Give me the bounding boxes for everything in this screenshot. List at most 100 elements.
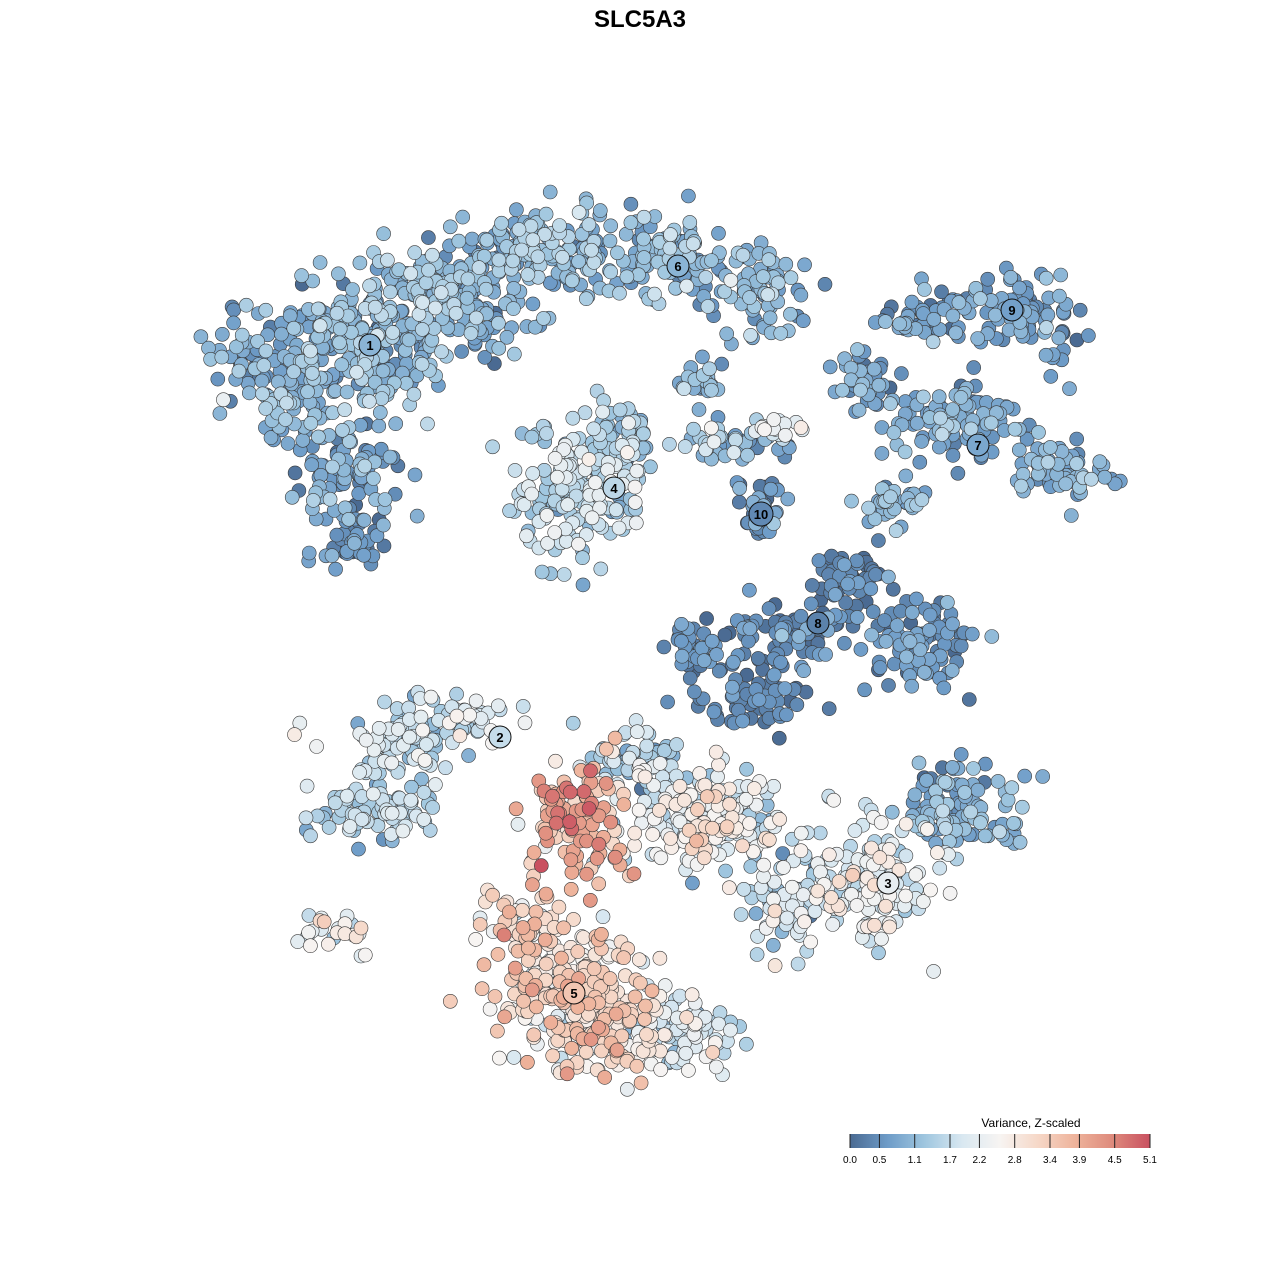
data-point [883, 489, 898, 505]
data-point [871, 377, 887, 393]
data-point [823, 890, 839, 905]
data-point [1069, 431, 1084, 447]
data-point [636, 209, 652, 225]
data-point [482, 1001, 498, 1017]
data-point [479, 232, 495, 248]
data-point [731, 494, 747, 510]
data-point [783, 270, 799, 286]
data-point [407, 245, 423, 260]
data-point [662, 240, 678, 256]
data-point [774, 628, 790, 643]
data-point [702, 361, 717, 377]
data-point [485, 887, 500, 903]
data-point [627, 825, 643, 841]
data-point [494, 215, 509, 231]
data-point [1006, 815, 1021, 831]
data-point [339, 788, 355, 804]
data-point [1081, 328, 1096, 343]
data-point [1000, 792, 1016, 808]
data-point [1053, 267, 1068, 283]
data-point [571, 205, 587, 220]
data-point [406, 386, 422, 402]
data-point [506, 1050, 522, 1065]
data-point [543, 1015, 559, 1030]
data-point [332, 321, 348, 337]
cluster-label-2: 2 [488, 725, 512, 749]
data-point [576, 784, 592, 799]
data-point [1058, 476, 1073, 492]
data-point [290, 934, 306, 949]
data-point [520, 1055, 535, 1070]
data-point [922, 607, 938, 623]
data-point [602, 233, 618, 249]
data-point [563, 852, 579, 868]
cluster-label-5: 5 [562, 981, 586, 1005]
data-point [534, 564, 550, 580]
data-point [1003, 269, 1019, 285]
data-point [607, 730, 623, 746]
data-point [746, 781, 762, 796]
data-point [886, 425, 902, 440]
data-point [538, 825, 554, 841]
data-point [509, 202, 524, 217]
data-point [735, 838, 750, 854]
data-point [836, 557, 852, 573]
legend-title: Variance, Z-scaled [981, 1116, 1080, 1130]
data-point [365, 786, 381, 802]
data-point [388, 416, 404, 432]
cluster-number: 4 [610, 481, 618, 496]
data-point [438, 760, 453, 776]
data-point [626, 866, 642, 882]
data-point [983, 415, 999, 431]
data-point [516, 993, 531, 1009]
data-point [428, 777, 443, 792]
data-point [898, 816, 914, 832]
data-point [538, 886, 554, 902]
data-point [674, 633, 689, 649]
data-point [520, 940, 536, 956]
data-point [926, 964, 941, 979]
data-point [904, 678, 920, 694]
data-point [766, 778, 781, 794]
data-point [751, 692, 767, 708]
data-point [526, 845, 542, 860]
data-point [763, 481, 779, 497]
data-point [583, 763, 598, 779]
data-point [804, 578, 820, 593]
data-point [917, 664, 932, 680]
data-point [332, 335, 347, 351]
data-point [620, 445, 635, 460]
data-point [584, 242, 599, 258]
data-point [425, 800, 440, 815]
data-point [309, 739, 324, 754]
data-point [341, 511, 357, 527]
data-point [357, 947, 373, 963]
data-point [623, 215, 639, 230]
data-point [761, 252, 777, 268]
data-point [1062, 381, 1077, 397]
data-point [212, 406, 228, 421]
data-point [861, 500, 876, 516]
data-point [403, 792, 419, 808]
cluster-label-1: 1 [358, 333, 382, 357]
data-point [779, 707, 794, 723]
data-point [881, 678, 896, 693]
data-point [621, 415, 636, 431]
data-point [570, 944, 586, 959]
data-point [957, 785, 973, 800]
data-point [564, 273, 580, 289]
data-point [337, 402, 353, 418]
data-point [771, 730, 787, 746]
data-point [1107, 476, 1123, 492]
data-point [690, 802, 705, 817]
data-point [565, 410, 581, 426]
data-point [612, 402, 628, 418]
data-point [961, 692, 977, 707]
data-point [1052, 288, 1067, 304]
chart-title: SLC5A3 [594, 6, 686, 33]
data-point [463, 326, 479, 341]
data-point [733, 907, 749, 922]
data-point [873, 815, 889, 830]
data-point [767, 903, 783, 919]
